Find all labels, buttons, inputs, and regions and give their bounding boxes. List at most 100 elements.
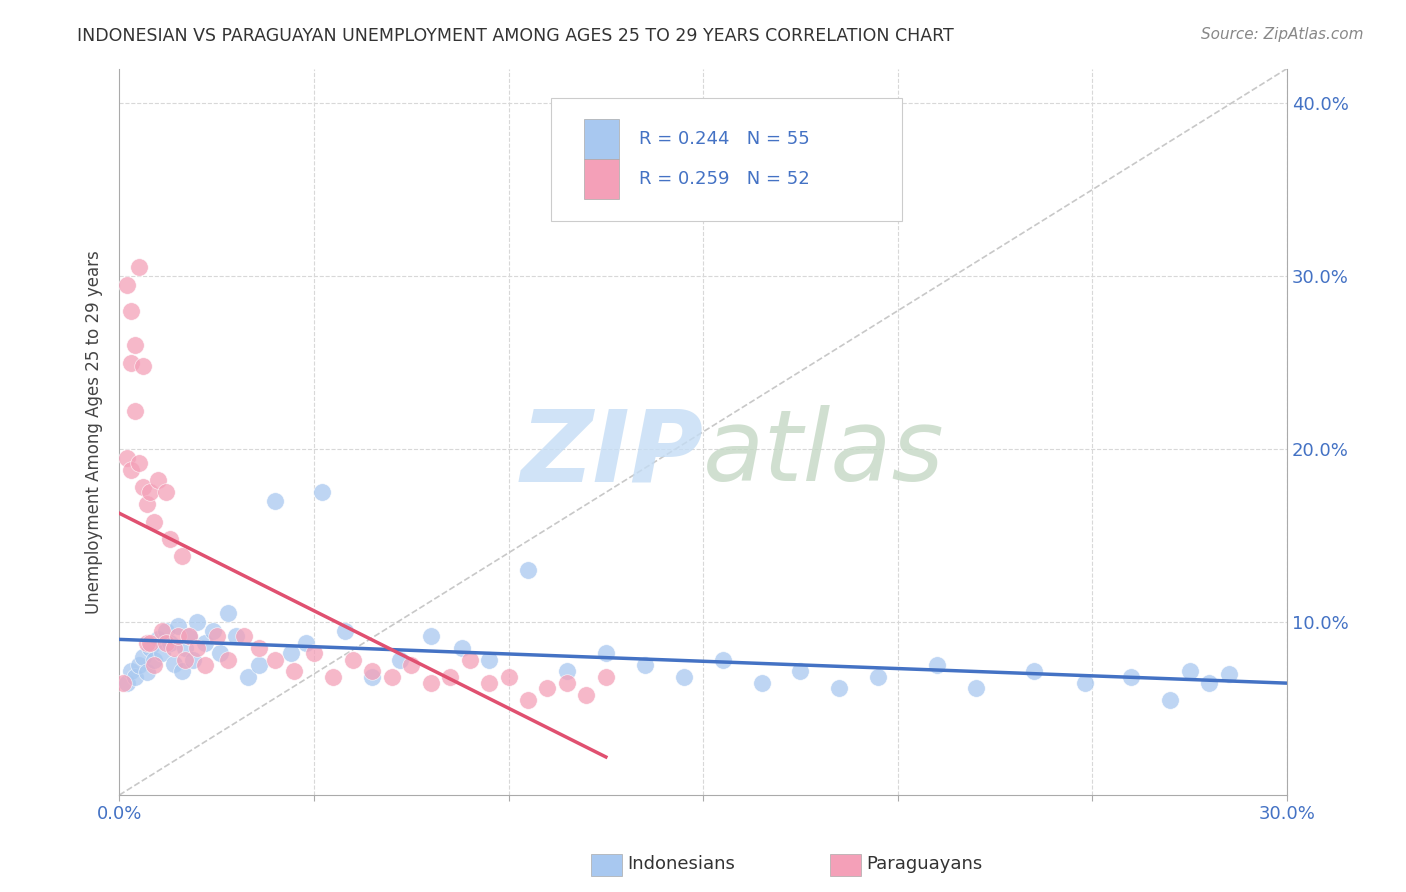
Point bbox=[751, 675, 773, 690]
Point bbox=[232, 629, 254, 643]
Point bbox=[388, 653, 411, 667]
Point bbox=[131, 359, 153, 373]
Point bbox=[789, 664, 811, 678]
FancyBboxPatch shape bbox=[583, 120, 619, 160]
Point bbox=[517, 563, 540, 577]
Point bbox=[181, 653, 204, 667]
Point bbox=[128, 456, 150, 470]
FancyBboxPatch shape bbox=[551, 97, 901, 221]
Point bbox=[139, 485, 162, 500]
Point bbox=[634, 658, 657, 673]
Point bbox=[209, 646, 232, 660]
Point bbox=[115, 675, 138, 690]
Point bbox=[711, 653, 734, 667]
Point bbox=[170, 549, 193, 564]
Text: Source: ZipAtlas.com: Source: ZipAtlas.com bbox=[1201, 27, 1364, 42]
Point bbox=[112, 675, 135, 690]
Point bbox=[595, 646, 617, 660]
Point bbox=[115, 277, 138, 292]
Point bbox=[311, 485, 333, 500]
Text: Paraguayans: Paraguayans bbox=[866, 855, 983, 873]
Point bbox=[478, 675, 501, 690]
Point bbox=[1178, 664, 1201, 678]
Point bbox=[264, 653, 287, 667]
Point bbox=[1218, 667, 1240, 681]
Point bbox=[124, 670, 146, 684]
Point bbox=[1121, 670, 1143, 684]
Point bbox=[194, 636, 217, 650]
Point bbox=[478, 653, 501, 667]
Point bbox=[150, 646, 173, 660]
Point bbox=[498, 670, 520, 684]
Point bbox=[342, 653, 364, 667]
Point bbox=[120, 463, 142, 477]
Point bbox=[131, 649, 153, 664]
Point bbox=[322, 670, 344, 684]
Point bbox=[595, 670, 617, 684]
Point bbox=[302, 646, 325, 660]
Point bbox=[439, 670, 461, 684]
Point bbox=[150, 624, 173, 638]
Point bbox=[419, 675, 441, 690]
Point bbox=[225, 629, 247, 643]
Point bbox=[1022, 664, 1045, 678]
Point bbox=[450, 640, 472, 655]
Point bbox=[179, 629, 201, 643]
Point bbox=[925, 658, 948, 673]
Text: Indonesians: Indonesians bbox=[627, 855, 735, 873]
Point bbox=[163, 657, 186, 671]
Text: INDONESIAN VS PARAGUAYAN UNEMPLOYMENT AMONG AGES 25 TO 29 YEARS CORRELATION CHAR: INDONESIAN VS PARAGUAYAN UNEMPLOYMENT AM… bbox=[77, 27, 955, 45]
Point bbox=[361, 670, 384, 684]
Point bbox=[217, 653, 239, 667]
Point bbox=[159, 636, 181, 650]
Point bbox=[517, 693, 540, 707]
Point bbox=[131, 480, 153, 494]
Point bbox=[283, 664, 305, 678]
Point bbox=[249, 640, 271, 655]
Point bbox=[205, 629, 228, 643]
Point bbox=[186, 615, 208, 629]
Point bbox=[148, 632, 170, 647]
Point bbox=[143, 653, 166, 667]
Point bbox=[120, 303, 142, 318]
Point bbox=[536, 681, 558, 695]
Point bbox=[148, 473, 170, 487]
Point bbox=[170, 664, 193, 678]
Point bbox=[333, 624, 356, 638]
Point bbox=[201, 624, 224, 638]
Point bbox=[139, 640, 162, 655]
Point bbox=[828, 681, 851, 695]
Point bbox=[965, 681, 987, 695]
Point bbox=[280, 646, 302, 660]
Point bbox=[128, 260, 150, 275]
Point bbox=[672, 670, 695, 684]
Point bbox=[555, 675, 578, 690]
Point bbox=[1198, 675, 1220, 690]
Point bbox=[264, 494, 287, 508]
Point bbox=[143, 515, 166, 529]
Point bbox=[163, 640, 186, 655]
Text: ZIP: ZIP bbox=[520, 405, 703, 502]
Point bbox=[124, 404, 146, 418]
Point bbox=[236, 670, 259, 684]
Point bbox=[381, 670, 404, 684]
Point bbox=[194, 658, 217, 673]
Y-axis label: Unemployment Among Ages 25 to 29 years: Unemployment Among Ages 25 to 29 years bbox=[86, 250, 103, 614]
Point bbox=[139, 636, 162, 650]
Point bbox=[135, 636, 157, 650]
Point bbox=[166, 629, 188, 643]
Point bbox=[295, 636, 318, 650]
Point bbox=[249, 658, 271, 673]
Point bbox=[179, 629, 201, 643]
Point bbox=[166, 618, 188, 632]
Point bbox=[128, 658, 150, 673]
Point bbox=[575, 688, 598, 702]
Point bbox=[155, 624, 177, 638]
Point bbox=[135, 665, 157, 680]
Text: R = 0.244   N = 55: R = 0.244 N = 55 bbox=[638, 130, 810, 148]
Text: R = 0.259   N = 52: R = 0.259 N = 52 bbox=[638, 170, 810, 188]
Point bbox=[361, 664, 384, 678]
Point bbox=[143, 658, 166, 673]
FancyBboxPatch shape bbox=[583, 160, 619, 199]
Point bbox=[124, 338, 146, 352]
